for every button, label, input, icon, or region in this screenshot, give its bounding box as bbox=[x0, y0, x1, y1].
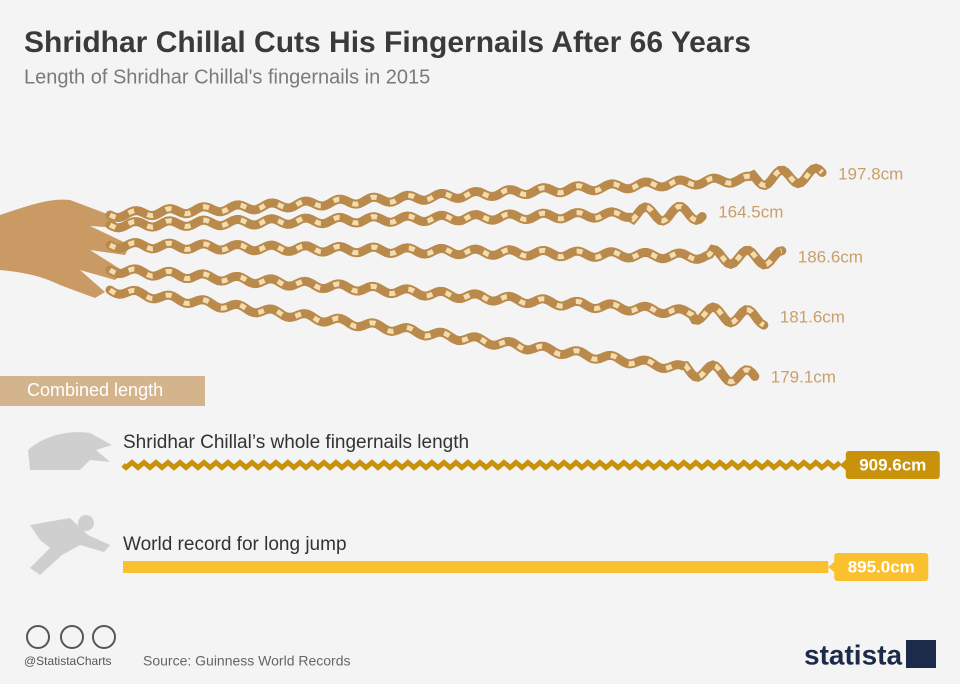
value-label: 197.8cm bbox=[838, 164, 903, 183]
bar bbox=[121, 459, 842, 471]
fingernail-highlight bbox=[108, 266, 766, 328]
fingernail bbox=[105, 285, 760, 387]
fingernail-highlight bbox=[108, 165, 824, 221]
bar-label: World record for long jump bbox=[123, 534, 347, 555]
value-label: 909.6cm bbox=[859, 455, 926, 474]
fingernail-highlight bbox=[108, 203, 704, 231]
handle: @StatistaCharts bbox=[24, 654, 112, 668]
subtitle: Length of Shridhar Chillal's fingernails… bbox=[24, 66, 430, 88]
value-label: 179.1cm bbox=[771, 367, 836, 386]
hand-icon bbox=[28, 432, 112, 470]
bar bbox=[123, 561, 829, 573]
bar-label: Shridhar Chillal’s whole fingernails len… bbox=[123, 432, 469, 453]
jumper-icon bbox=[30, 515, 110, 575]
value-label: 181.6cm bbox=[780, 307, 845, 326]
value-tag-pointer bbox=[839, 459, 847, 471]
value-tag bbox=[845, 451, 940, 479]
value-label: 895.0cm bbox=[848, 557, 915, 576]
fingernail bbox=[105, 238, 787, 270]
value-label: 186.6cm bbox=[798, 247, 863, 266]
value-label: 164.5cm bbox=[718, 202, 783, 221]
value-tag-pointer bbox=[828, 561, 836, 573]
hand bbox=[0, 199, 130, 298]
brand-logo bbox=[906, 640, 936, 668]
brand: statista bbox=[804, 639, 902, 670]
value-tag bbox=[834, 553, 929, 581]
section-title: Combined length bbox=[27, 380, 163, 400]
license-icons bbox=[26, 625, 116, 649]
title: Shridhar Chillal Cuts His Fingernails Af… bbox=[24, 26, 751, 59]
section-tag bbox=[0, 376, 205, 406]
source: Source: Guinness World Records bbox=[143, 653, 351, 669]
